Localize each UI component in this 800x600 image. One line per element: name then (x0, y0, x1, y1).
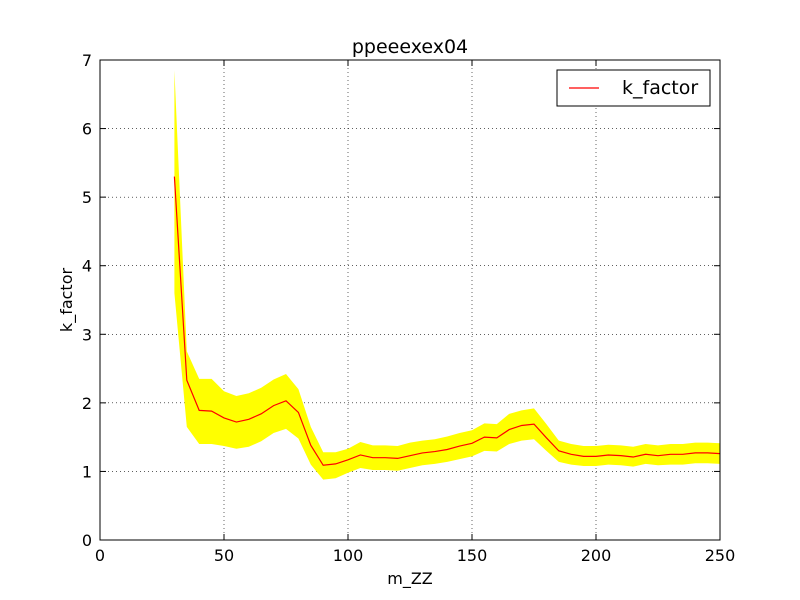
series-line-k-factor (173, 176, 721, 466)
y-tick-label: 7 (82, 51, 92, 70)
x-tick-label: 50 (214, 546, 234, 565)
legend: k_factor (556, 69, 711, 107)
uncertainty-band (174, 70, 720, 480)
y-tick-label: 4 (82, 257, 92, 276)
chart-title: ppeeexex04 (352, 36, 468, 58)
axis-ticks (99, 59, 721, 541)
series-line-layer (173, 176, 721, 466)
y-tick-label: 6 (82, 120, 92, 139)
x-tick-label: 0 (95, 546, 105, 565)
legend-label-k-factor: k_factor (622, 77, 698, 99)
y-tick-label: 0 (82, 531, 92, 550)
x-axis-title: m_ZZ (387, 569, 433, 589)
x-tick-labels: 0 50 100 150 200 250 (95, 546, 735, 565)
y-tick-labels: 0 1 2 3 4 5 6 7 (82, 51, 92, 550)
plot-frame (99, 59, 721, 541)
x-tick-label: 250 (705, 546, 736, 565)
y-tick-label: 1 (82, 462, 92, 481)
y-tick-label: 2 (82, 394, 92, 413)
x-tick-label: 150 (457, 546, 488, 565)
y-axis-title: k_factor (57, 268, 77, 333)
y-tick-label: 3 (82, 325, 92, 344)
y-tick-label: 5 (82, 188, 92, 207)
x-tick-label: 100 (333, 546, 364, 565)
x-tick-label: 200 (581, 546, 612, 565)
uncertainty-band-layer (174, 70, 720, 480)
